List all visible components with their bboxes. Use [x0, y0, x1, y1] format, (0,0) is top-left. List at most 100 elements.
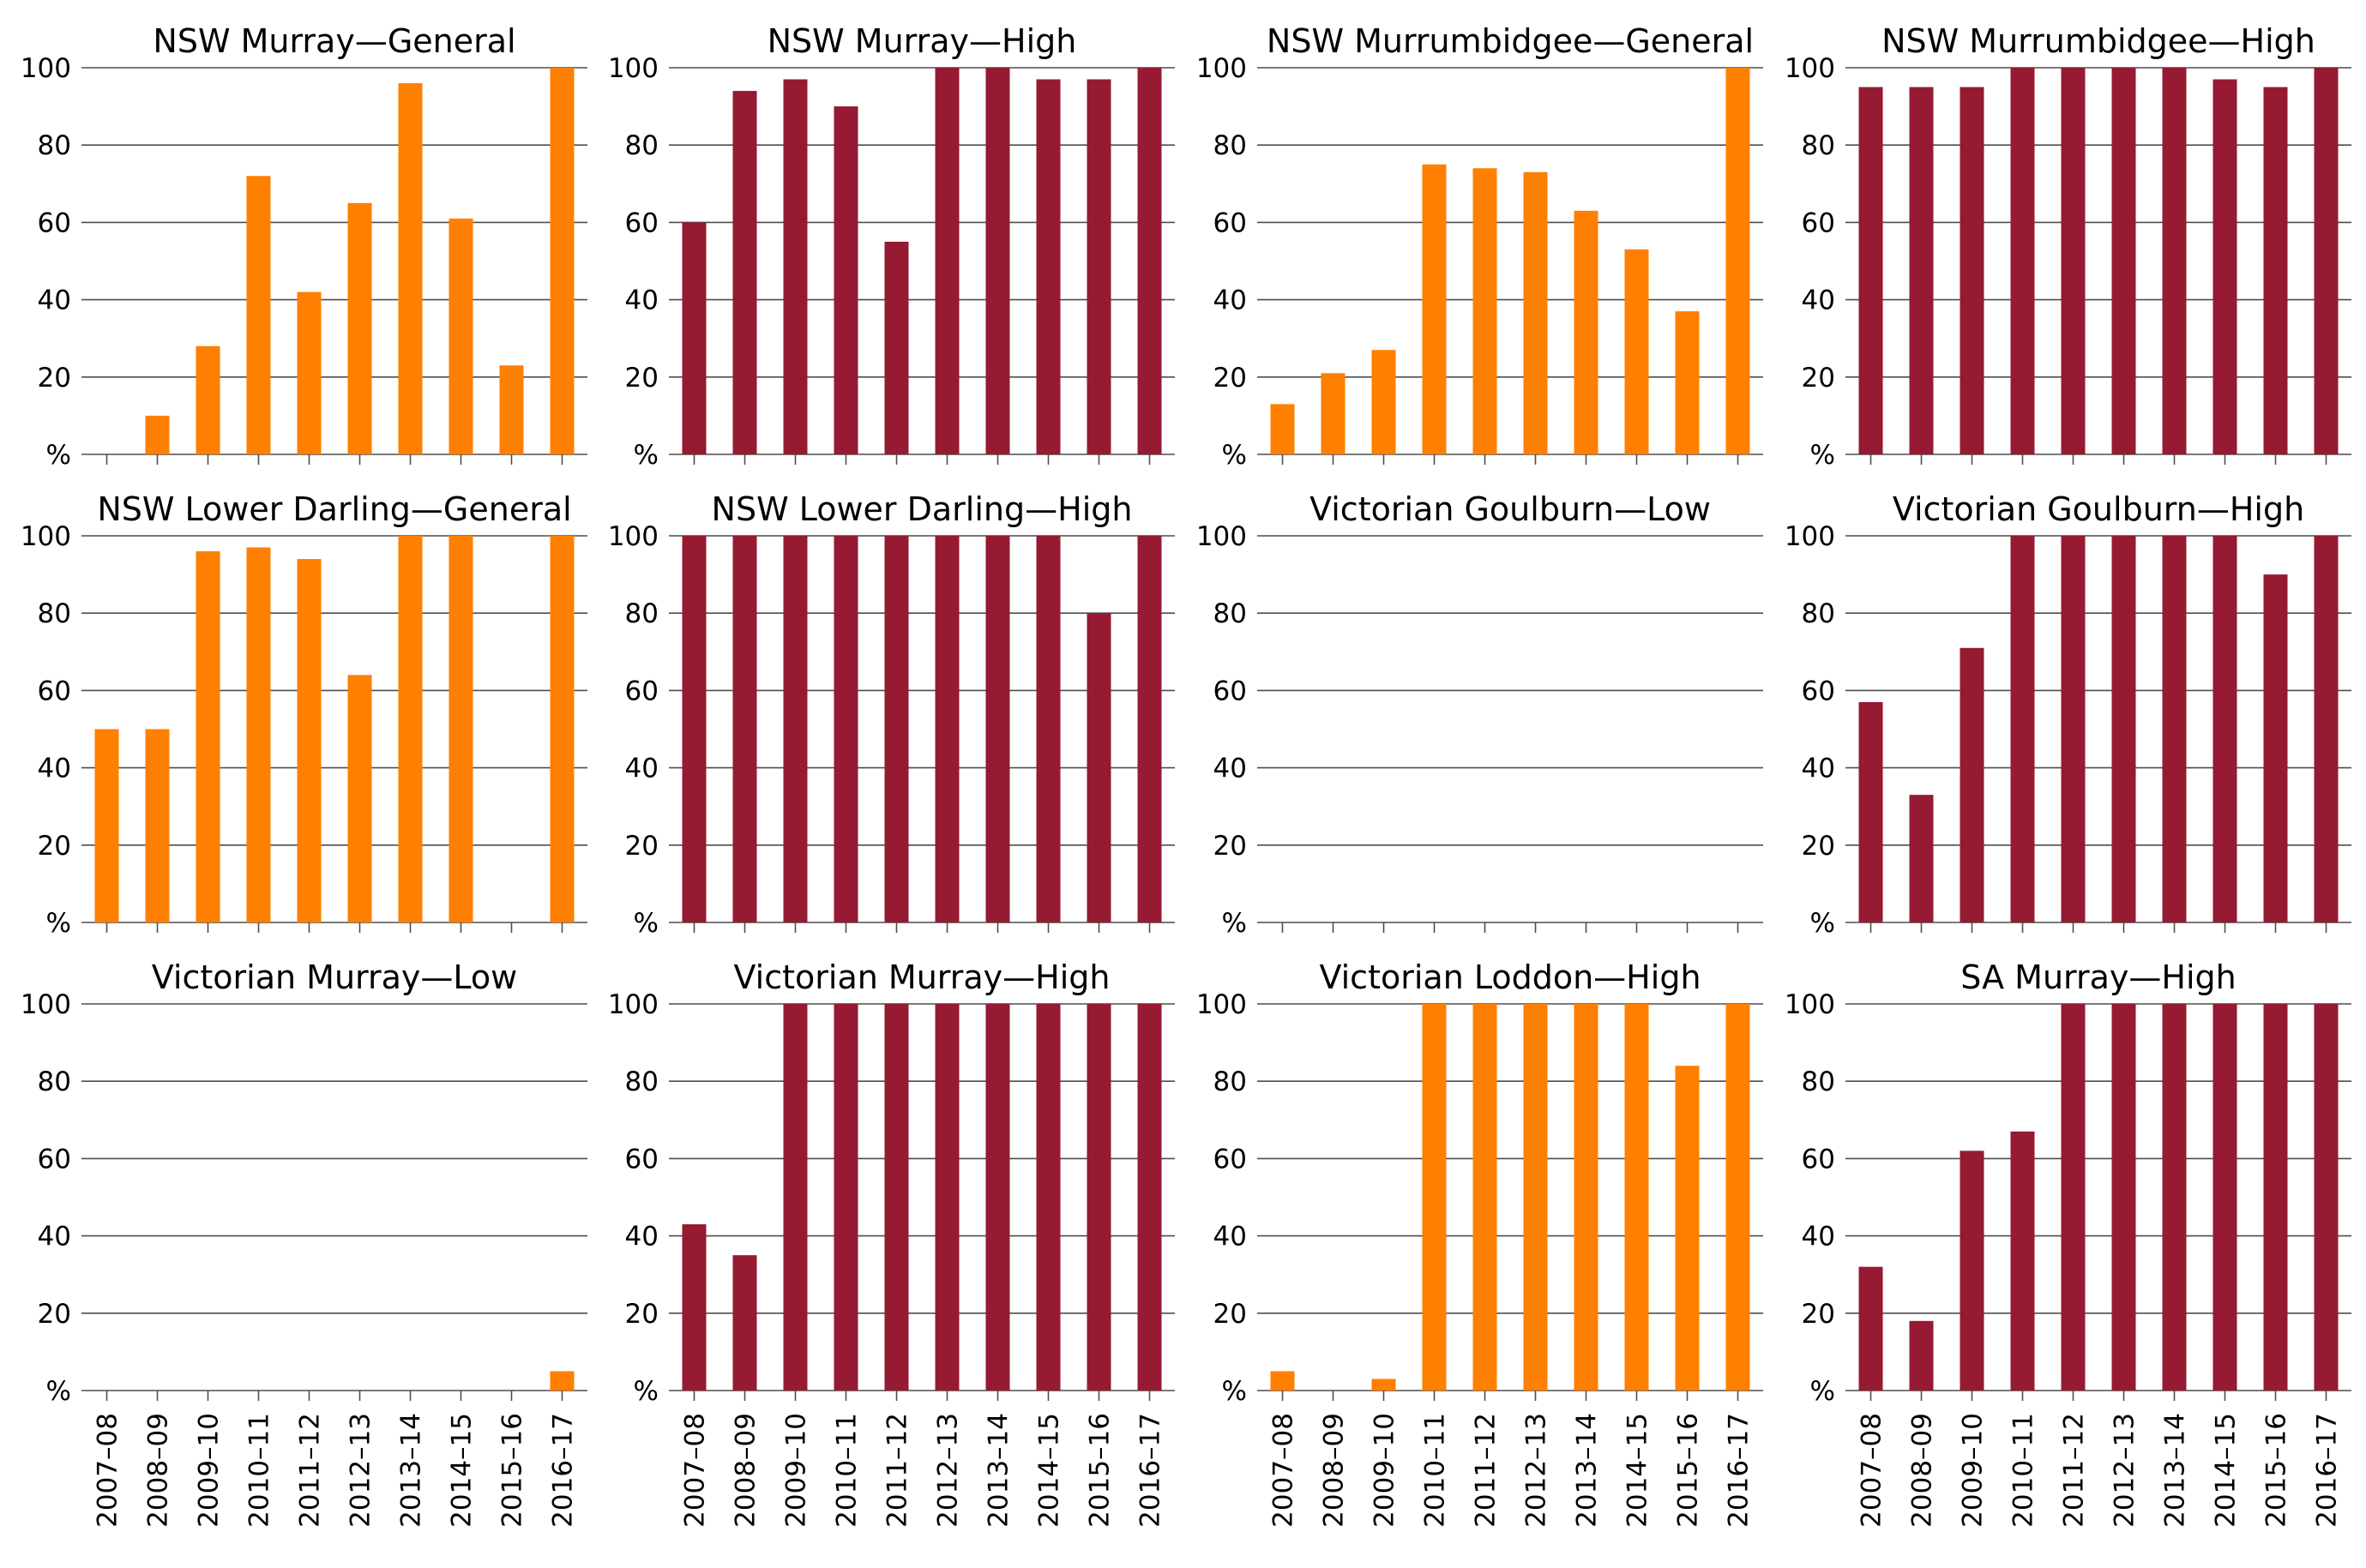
y-tick-label: % — [1222, 908, 1247, 939]
bar — [1422, 1004, 1447, 1391]
x-tick-label: 2014–15 — [447, 1413, 478, 1528]
bar — [2212, 79, 2237, 454]
y-tick-label: 80 — [1802, 130, 1835, 161]
bar — [682, 222, 707, 454]
y-tick-label: % — [46, 1376, 71, 1407]
y-tick-label: 40 — [625, 1222, 659, 1253]
y-tick-label: 20 — [38, 363, 71, 394]
bar — [985, 536, 1010, 922]
panel-8: Victorian Goulburn—High% 20 40 60 80 100 — [1785, 490, 2351, 939]
bar — [2162, 68, 2187, 454]
y-tick-label: % — [1222, 440, 1247, 471]
panel-title: Victorian Murray—High — [734, 958, 1111, 996]
y-tick-label: 20 — [625, 363, 659, 394]
x-tick-label: 2007–08 — [1268, 1413, 1299, 1528]
bar — [2162, 1004, 2187, 1391]
bar — [2212, 536, 2237, 922]
y-tick-label: % — [46, 440, 71, 471]
y-tick-label: 80 — [1213, 598, 1247, 629]
panel-3: NSW Murrumbidgee—General% 20 40 60 80 100 — [1196, 22, 1763, 471]
bar — [1087, 1004, 1111, 1391]
bar — [145, 415, 170, 454]
y-tick-label: 80 — [1802, 1066, 1835, 1097]
bar — [246, 176, 271, 454]
bar — [783, 1004, 808, 1391]
panel-2: NSW Murray—High% 20 40 60 80 100 — [608, 22, 1175, 471]
bar — [1036, 79, 1061, 454]
bar — [550, 536, 575, 922]
bar — [1675, 1066, 1700, 1391]
bar — [1574, 210, 1598, 454]
x-tick-label: 2016–17 — [548, 1413, 579, 1528]
y-tick-label: 100 — [1785, 53, 1835, 84]
y-tick-label: 20 — [625, 831, 659, 862]
bar — [783, 536, 808, 922]
panel-title: NSW Murrumbidgee—General — [1267, 22, 1754, 60]
bar — [196, 345, 220, 454]
bar — [682, 536, 707, 922]
panel-title: NSW Lower Darling—General — [97, 490, 571, 528]
y-tick-label: 100 — [608, 53, 659, 84]
bar — [1087, 613, 1111, 922]
x-tick-label: 2007–08 — [680, 1413, 711, 1528]
y-tick-label: 80 — [38, 1066, 71, 1097]
bar — [1472, 1004, 1497, 1391]
x-tick-label: 2010–11 — [1420, 1413, 1451, 1528]
y-tick-label: 60 — [38, 1144, 71, 1174]
panel-title: Victorian Goulburn—Low — [1309, 490, 1711, 528]
y-tick-label: 60 — [1213, 1144, 1247, 1174]
y-tick-label: % — [1222, 1376, 1247, 1407]
y-tick-label: 40 — [1213, 285, 1247, 316]
x-tick-label: 2008–09 — [1907, 1413, 1938, 1528]
y-tick-label: 60 — [38, 207, 71, 238]
panel-title: Victorian Loddon—High — [1319, 958, 1701, 996]
y-tick-label: 60 — [38, 676, 71, 706]
bar — [1137, 1004, 1162, 1391]
y-tick-label: 60 — [1802, 1144, 1835, 1174]
bar — [2314, 1004, 2339, 1391]
x-tick-label: 2012–13 — [2110, 1413, 2140, 1528]
x-tick-label: 2009–10 — [194, 1413, 225, 1528]
bar — [449, 218, 473, 454]
y-tick-label: 100 — [608, 989, 659, 1020]
panel-title: NSW Murray—General — [153, 22, 515, 60]
y-tick-label: 100 — [21, 989, 71, 1020]
y-tick-label: 100 — [1785, 989, 1835, 1020]
x-tick-label: 2010–11 — [2008, 1413, 2039, 1528]
bar — [2162, 536, 2187, 922]
y-tick-label: 20 — [38, 831, 71, 862]
x-tick-label: 2013–14 — [984, 1413, 1014, 1528]
bar — [297, 291, 322, 454]
x-tick-label: 2016–17 — [2312, 1413, 2343, 1528]
bar — [2061, 1004, 2086, 1391]
x-tick-label: 2011–12 — [295, 1413, 326, 1528]
panel-11: Victorian Loddon—High% 20 40 60 80 100 2007–08… — [1196, 958, 1763, 1528]
bar — [550, 1371, 575, 1391]
y-tick-label: 100 — [1785, 521, 1835, 552]
x-tick-label: 2015–16 — [497, 1413, 528, 1528]
bar — [1909, 87, 1934, 455]
y-tick-label: 40 — [1213, 754, 1247, 784]
bar — [1036, 1004, 1061, 1391]
y-tick-label: % — [1810, 908, 1835, 939]
x-tick-label: 2011–12 — [2059, 1413, 2090, 1528]
y-tick-label: 60 — [1802, 676, 1835, 706]
bar — [2010, 536, 2035, 922]
bar — [246, 547, 271, 922]
bar — [884, 241, 909, 454]
bar — [1036, 536, 1061, 922]
bar — [935, 536, 960, 922]
bar — [1137, 536, 1162, 922]
bar — [347, 675, 372, 922]
bar — [2111, 1004, 2136, 1391]
y-tick-label: 60 — [1802, 207, 1835, 238]
bar — [732, 536, 757, 922]
bar — [2111, 68, 2136, 454]
bar — [2061, 536, 2086, 922]
y-tick-label: 40 — [1802, 1222, 1835, 1253]
bar — [297, 559, 322, 922]
y-tick-label: 40 — [38, 1222, 71, 1253]
bar — [2314, 536, 2339, 922]
bar — [2212, 1004, 2237, 1391]
bar — [145, 729, 170, 922]
